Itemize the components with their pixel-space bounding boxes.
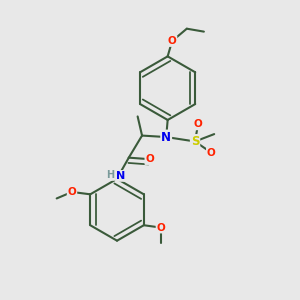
Text: O: O xyxy=(145,154,154,164)
Text: O: O xyxy=(207,148,216,158)
Text: O: O xyxy=(168,36,176,46)
Text: O: O xyxy=(68,187,76,197)
Text: H: H xyxy=(106,170,114,180)
Text: N: N xyxy=(116,171,125,181)
Text: S: S xyxy=(191,135,199,148)
Text: O: O xyxy=(194,119,202,129)
Text: O: O xyxy=(157,223,165,232)
Text: N: N xyxy=(161,130,171,143)
